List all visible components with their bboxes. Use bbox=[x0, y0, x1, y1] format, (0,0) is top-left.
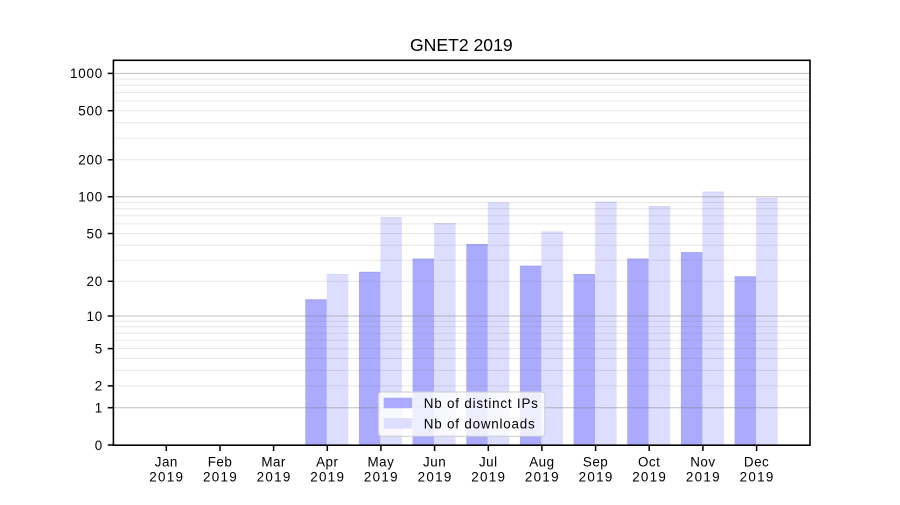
svg-text:1000: 1000 bbox=[70, 66, 103, 81]
svg-text:50: 50 bbox=[87, 226, 104, 241]
svg-text:2019: 2019 bbox=[257, 470, 292, 485]
svg-text:2019: 2019 bbox=[740, 470, 775, 485]
svg-text:2019: 2019 bbox=[203, 470, 238, 485]
svg-text:2019: 2019 bbox=[471, 470, 506, 485]
svg-text:20: 20 bbox=[87, 274, 104, 289]
svg-text:100: 100 bbox=[78, 190, 103, 205]
svg-text:Sep: Sep bbox=[583, 454, 608, 469]
svg-text:5: 5 bbox=[95, 341, 103, 356]
svg-text:0: 0 bbox=[95, 438, 103, 453]
svg-text:10: 10 bbox=[87, 309, 104, 324]
svg-text:2019: 2019 bbox=[632, 470, 667, 485]
svg-text:Oct: Oct bbox=[638, 454, 660, 469]
svg-text:2019: 2019 bbox=[310, 470, 345, 485]
svg-text:2019: 2019 bbox=[686, 470, 721, 485]
svg-text:2019: 2019 bbox=[579, 470, 614, 485]
svg-text:2019: 2019 bbox=[525, 470, 560, 485]
svg-text:GNET2 2019: GNET2 2019 bbox=[410, 35, 513, 55]
svg-text:Feb: Feb bbox=[208, 454, 233, 469]
svg-text:Nb of distinct IPs: Nb of distinct IPs bbox=[424, 396, 539, 411]
svg-text:Jul: Jul bbox=[479, 454, 498, 469]
svg-text:2019: 2019 bbox=[418, 470, 453, 485]
svg-text:Jun: Jun bbox=[423, 454, 446, 469]
svg-text:Jan: Jan bbox=[155, 454, 178, 469]
svg-text:Aug: Aug bbox=[529, 454, 554, 469]
svg-text:Nov: Nov bbox=[690, 454, 715, 469]
svg-text:May: May bbox=[367, 454, 394, 469]
svg-text:1: 1 bbox=[95, 401, 103, 416]
svg-text:Apr: Apr bbox=[316, 454, 338, 469]
svg-text:2019: 2019 bbox=[364, 470, 399, 485]
svg-text:Mar: Mar bbox=[261, 454, 286, 469]
svg-text:2: 2 bbox=[95, 379, 103, 394]
svg-text:2019: 2019 bbox=[149, 470, 184, 485]
svg-text:500: 500 bbox=[78, 104, 103, 119]
svg-text:200: 200 bbox=[78, 153, 103, 168]
svg-text:Nb of downloads: Nb of downloads bbox=[424, 417, 536, 432]
svg-text:Dec: Dec bbox=[744, 454, 769, 469]
